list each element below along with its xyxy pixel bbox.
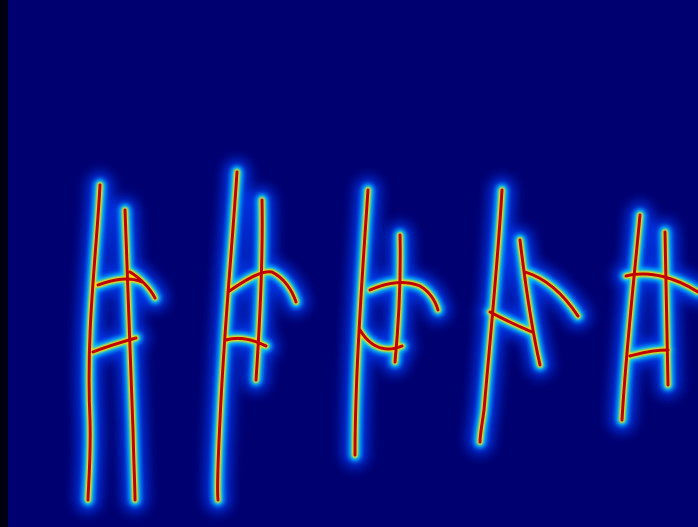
- left-edge: [0, 0, 8, 527]
- spectrogram: [0, 0, 698, 527]
- page: (() => { const data = JSON.parse(documen…: [0, 0, 698, 527]
